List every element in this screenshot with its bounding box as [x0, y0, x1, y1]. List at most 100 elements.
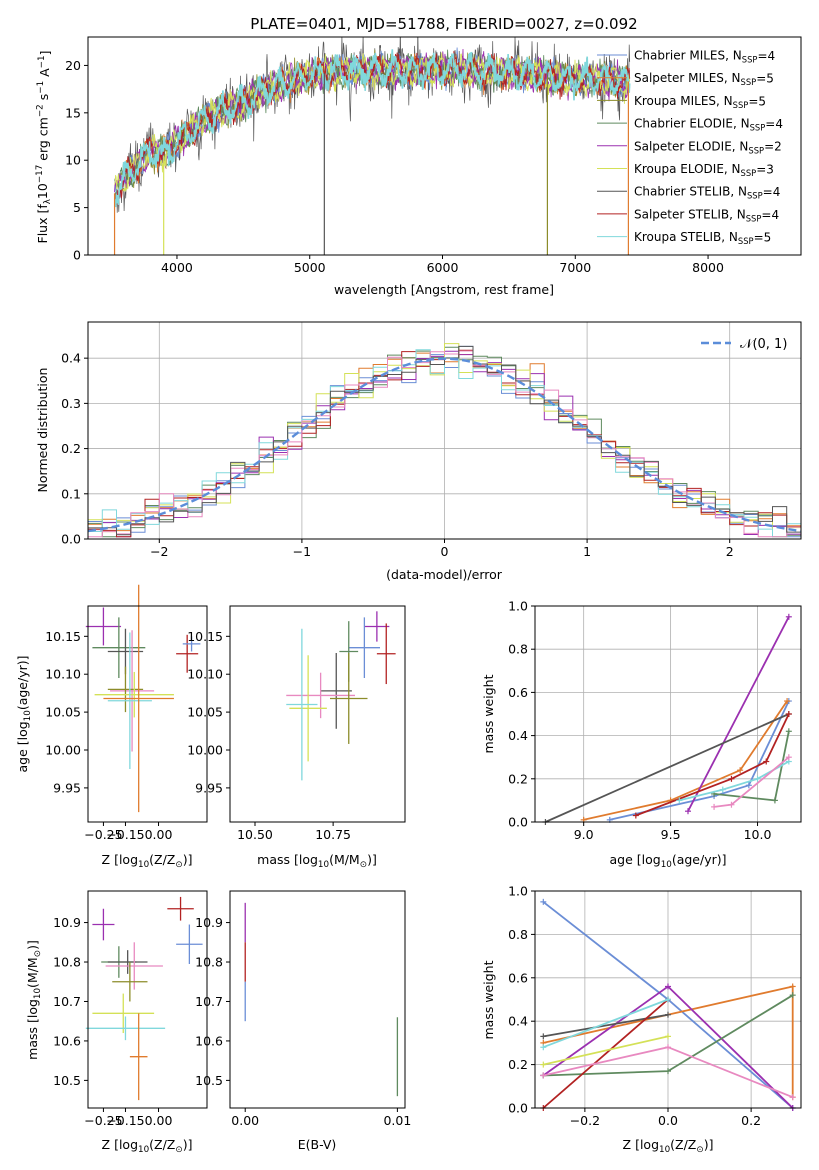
tick-label-y: 10.15 — [45, 629, 81, 644]
spectrum-line — [113, 49, 631, 208]
tick-label-y: 10.8 — [53, 955, 81, 970]
label-part: (Z/Z — [149, 1137, 175, 1152]
label-part: )] — [25, 940, 40, 950]
label-part: Z [log — [623, 1137, 659, 1152]
tick-label-y: 0.6 — [508, 685, 528, 700]
tick-label-y: 10.00 — [187, 743, 223, 758]
x-axis-label: Z [log10(Z/Z⊙)] — [623, 1137, 714, 1155]
label-part: A — [37, 68, 52, 81]
tick-label-y: 10.10 — [45, 667, 81, 682]
label-part: 10 — [35, 183, 50, 199]
label-part: =4 — [761, 208, 779, 222]
tick-label-y: 10.05 — [45, 705, 81, 720]
tick-label-y: 1.0 — [508, 599, 528, 614]
tick-label-y: 0 — [73, 248, 81, 263]
label-part: SSP — [748, 145, 764, 155]
axes-frame — [229, 605, 406, 823]
label-part: Salpeter STELIB, N — [634, 207, 746, 221]
tick-label-x: −0.25 — [84, 1113, 122, 1128]
tick-label-y: 10.5 — [195, 1073, 223, 1088]
label-part: SSP — [733, 100, 749, 110]
label-part: =3 — [756, 162, 774, 176]
label-part: 10 — [138, 860, 149, 870]
label-part: 10 — [318, 860, 329, 870]
tick-label-y: 0.8 — [508, 642, 528, 657]
tick-label-y: 0.4 — [508, 1014, 528, 1029]
tick-label-y: 20 — [65, 58, 81, 73]
legend-entry: Chabrier STELIB, NSSP=4 — [634, 185, 780, 201]
series-line — [542, 998, 669, 1049]
tick-label-y: 10.05 — [187, 705, 223, 720]
label-part: ⊙ — [33, 950, 43, 957]
label-part: SSP — [750, 123, 766, 133]
tick-label-y: 10 — [65, 153, 81, 168]
tick-label-y: 0.0 — [61, 532, 81, 547]
tick-label-x: 8000 — [692, 260, 724, 275]
label-part: (Z/Z — [149, 852, 175, 867]
label-part: ⊙ — [175, 1145, 182, 1155]
series-line — [542, 998, 669, 1109]
tick-label-x: −0.2 — [570, 1113, 600, 1128]
legend-entry: Salpeter STELIB, NSSP=4 — [634, 207, 779, 223]
legend-entry: Chabrier MILES, NSSP=4 — [634, 49, 775, 65]
legend-entry: Salpeter MILES, NSSP=5 — [634, 71, 774, 87]
y-axis-label: mass [log10(M/M⊙)] — [25, 940, 43, 1060]
tick-label-x: −0.25 — [84, 827, 122, 842]
label-part: ] — [37, 51, 52, 56]
y-axis-label: Flux [fλ10−17 erg cm−2 s−1 A−1] — [35, 51, 53, 244]
label-part: SSP — [746, 213, 762, 223]
label-part: s — [36, 94, 51, 105]
legend-entry: 𝒩(0, 1) — [740, 337, 787, 352]
histogram-step — [88, 350, 801, 538]
tick-label-x: −0.15 — [106, 1113, 144, 1128]
tick-label-y: 0.4 — [61, 351, 81, 366]
tick-label-y: 10.6 — [195, 1033, 223, 1048]
x-axis-label: Z [log10(Z/Z⊙)] — [102, 852, 193, 870]
label-part: =4 — [757, 49, 775, 63]
tick-label-x: 2 — [726, 544, 734, 559]
axes — [535, 605, 801, 823]
label-part: SSP — [738, 236, 754, 246]
label-part: Flux [f — [35, 204, 50, 244]
label-part: =5 — [756, 72, 774, 86]
tick-label-x: 10.0 — [744, 827, 772, 842]
label-part: −1 — [36, 81, 46, 94]
tick-label-x: 6000 — [427, 260, 459, 275]
axes-frame — [87, 890, 208, 1109]
y-axis-label: mass weight — [481, 960, 496, 1039]
axes-frame — [534, 605, 802, 823]
label-part: =2 — [764, 140, 782, 154]
label-part: (Z/Z — [670, 1137, 696, 1152]
label-part: SSP — [741, 168, 757, 178]
label-part: =5 — [748, 94, 766, 108]
series-line — [609, 700, 790, 821]
series-line — [543, 1013, 669, 1038]
axes-frame — [229, 890, 406, 1109]
tick-label-y: 15 — [65, 105, 81, 120]
legend-entry: Kroupa MILES, NSSP=5 — [634, 94, 766, 110]
tick-label-y: 10.9 — [195, 915, 223, 930]
label-part: −2 — [36, 104, 46, 117]
x-axis-label: Z [log10(Z/Z⊙)] — [102, 1137, 193, 1155]
spectrum-line — [114, 49, 631, 205]
tick-label-x: 0.00 — [145, 827, 173, 842]
histogram-step — [88, 345, 801, 538]
legend-entry: Kroupa ELODIE, NSSP=3 — [634, 162, 774, 178]
label-part: (age/yr)] — [15, 655, 30, 710]
label-part: 10 — [661, 860, 672, 870]
tick-label-x: 5000 — [294, 260, 326, 275]
tick-label-y: 10.9 — [53, 915, 81, 930]
label-part: SSP — [747, 191, 763, 201]
label-part: ⊙ — [696, 1145, 703, 1155]
label-part: Chabrier STELIB, N — [634, 185, 747, 199]
label-part: Kroupa STELIB, N — [634, 230, 738, 244]
tick-label-x: 1 — [583, 544, 591, 559]
label-part: erg cm — [36, 117, 51, 165]
tick-label-y: 10.5 — [53, 1073, 81, 1088]
tick-label-x: 0.01 — [383, 1113, 411, 1128]
label-part: =5 — [754, 231, 772, 245]
label-part: )] — [183, 1137, 193, 1152]
label-part: )] — [367, 852, 377, 867]
legend-entry: Salpeter ELODIE, NSSP=2 — [634, 139, 782, 155]
label-part: λ — [43, 199, 53, 204]
